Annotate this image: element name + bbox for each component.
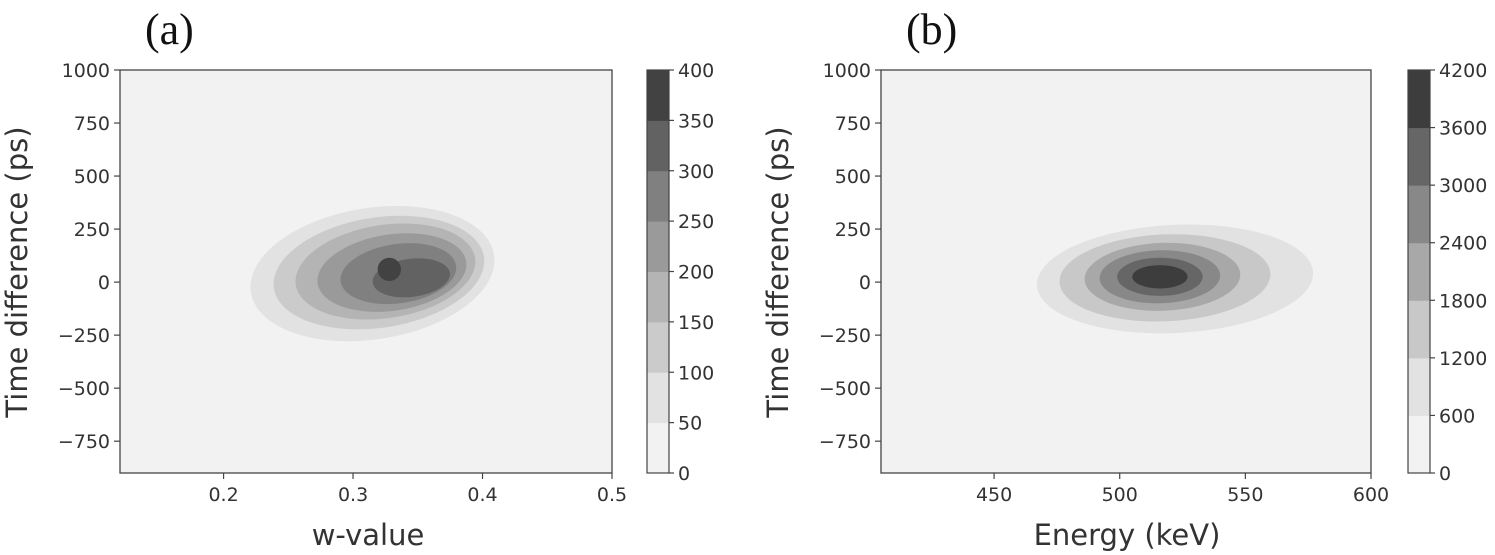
panel-b-y-tick-label: 750 (835, 113, 871, 135)
panel-b-colorbar-band (1408, 415, 1430, 474)
panel-b-colorbar-tick-label: 0 (1439, 463, 1451, 485)
panel-a-colorbar-tick-label: 250 (678, 211, 714, 233)
panel-a-y-axis-label: Time difference (ps) (0, 126, 34, 418)
panel-b-y-tick-label: 500 (835, 166, 871, 188)
panel-a-colorbar-band (647, 170, 669, 222)
panel-a: (a) 0.2 0.3 0.4 0.510007505002500−250−500−7… (0, 5, 714, 552)
panel-b-colorbar-tick-label: 4200 (1439, 60, 1487, 82)
panel-a-x-tick-label: 0.4 (467, 484, 497, 506)
panel-b-colorbar-band (1408, 300, 1430, 359)
panel-a-colorbar-band (647, 422, 669, 474)
panel-b-y-tick-label: −750 (819, 431, 871, 453)
panel-b-axes-frame (880, 69, 1372, 474)
panel-a-plot-area: 0.2 0.3 0.4 0.5 1000 750 500 250 0 −250 −500 −750 (58, 60, 627, 506)
panel-b-y-axis-label: Time difference (ps) (761, 126, 795, 418)
panel-a-colorbar-tick-label: 400 (678, 60, 714, 82)
panel-b-colorbar-band (1408, 127, 1430, 186)
panel-b-x-tick-label: 550 (1227, 484, 1263, 506)
panel-b-label: (b) (906, 5, 957, 54)
panel-b-contour-level-3600 (1132, 265, 1188, 289)
panel-b-x-tick-label: 500 (1102, 484, 1138, 506)
panel-a-colorbar-band (647, 70, 669, 121)
panel-a-y-tick-label: 250 (74, 219, 110, 241)
panel-b-colorbar-tick-label: 2400 (1439, 233, 1487, 255)
panel-a-colorbar: 0 50 100 150 200 250 300 350 400 (646, 60, 714, 485)
panel-a-colorbar-tick-label: 0 (678, 463, 690, 485)
panel-a-colorbar-band (647, 221, 669, 272)
panel-b-colorbar: 0 600 1200 1800 2400 3000 3600 4200 (1407, 60, 1487, 485)
panel-b-colorbar-band (1408, 357, 1430, 416)
panel-a-colorbar-band (647, 372, 669, 424)
panel-a-x-tick-label: 0.2 (208, 484, 238, 506)
panel-b: (b) 450 500 550 600 1000 750 500 250 0 −250 −500 −7… (761, 5, 1487, 552)
panel-a-contour-level-350 (377, 257, 401, 282)
panel-b-colorbar-tick-label: 1200 (1439, 348, 1487, 370)
panel-a-label: (a) (145, 5, 194, 54)
panel-a-colorbar-tick-label: 300 (678, 161, 714, 183)
panel-a-colorbar-tick-label: 200 (678, 262, 714, 284)
panel-a-y-tick-label: 750 (74, 113, 110, 135)
panel-a-y-tick-label: −500 (58, 378, 110, 400)
panel-a-colorbar-tick-label: 50 (678, 413, 702, 435)
panel-b-y-tick-label: −250 (819, 325, 871, 347)
panel-a-colorbar-tick-label: 100 (678, 362, 714, 384)
panel-a-y-tick-label: 1000 (62, 60, 110, 82)
panel-a-y-tick-label: 0 (98, 272, 110, 294)
panel-b-x-axis-label: Energy (keV) (1034, 518, 1221, 552)
panel-b-y-tick-label: 1000 (823, 60, 871, 82)
panel-a-x-tick-label: 0.5 (597, 484, 627, 506)
panel-b-colorbar-frame (1407, 69, 1431, 474)
panel-a-colorbar-tick-label: 150 (678, 312, 714, 334)
panel-a-x-axis-label: w-value (312, 518, 425, 552)
panel-a-colorbar-band (647, 120, 669, 172)
panel-b-plot-area: 450 500 550 600 1000 750 500 250 0 −250 −500 −750 (819, 60, 1389, 506)
panel-a-colorbar-tick-label: 350 (678, 110, 714, 132)
panel-a-colorbar-band (647, 321, 669, 373)
panel-b-x-tick-label: 600 (1353, 484, 1389, 506)
panel-b-x-tick-label: 450 (976, 484, 1012, 506)
panel-b-colorbar-tick-label: 3000 (1439, 175, 1487, 197)
panel-a-y-tick-label: −750 (58, 431, 110, 453)
panel-a-colorbar-band (647, 271, 669, 323)
panel-b-y-tick-label: −500 (819, 378, 871, 400)
panel-b-colorbar-band (1408, 242, 1430, 301)
panel-b-y-tick-label: 250 (835, 219, 871, 241)
panel-b-colorbar-tick-label: 600 (1439, 405, 1475, 427)
panel-b-colorbar-tick-label: 1800 (1439, 290, 1487, 312)
panel-a-x-tick-label: 0.3 (338, 484, 368, 506)
panel-b-y-tick-label: 0 (859, 272, 871, 294)
panel-a-y-tick-label: −250 (58, 325, 110, 347)
panel-a-y-tick-label: 500 (74, 166, 110, 188)
panel-a-axes-frame (119, 69, 613, 474)
panel-b-colorbar-band (1408, 185, 1430, 244)
panel-b-colorbar-band (1408, 70, 1430, 129)
panel-b-colorbar-tick-label: 3600 (1439, 118, 1487, 140)
